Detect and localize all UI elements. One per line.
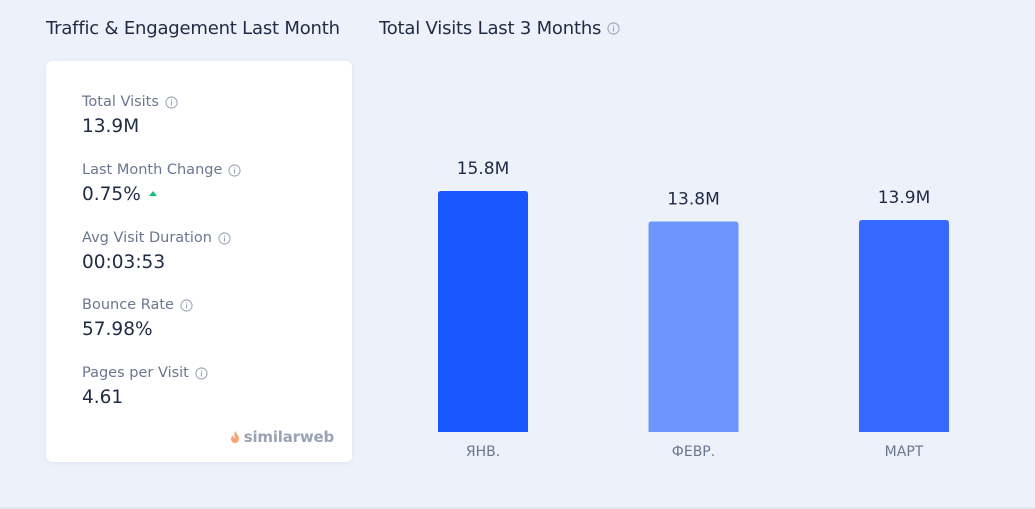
x-tick-label: ФЕВР. (672, 444, 715, 460)
visits-title-text: Total Visits Last 3 Months (379, 18, 602, 39)
metric-value-total-visits: 13.9M (82, 116, 178, 137)
info-icon[interactable] (165, 95, 178, 109)
info-icon[interactable] (180, 298, 193, 312)
x-tick-label: МАРТ (885, 444, 924, 460)
bar-1[interactable] (438, 191, 528, 432)
metric-label-last-month-change: Last Month Change (82, 162, 241, 178)
metric-pages-per-visit: Pages per Visit 4.61 (82, 365, 208, 408)
trend-up-icon (148, 191, 157, 196)
metric-value-last-month-change: 0.75% (82, 184, 241, 205)
engagement-title-text: Traffic & Engagement Last Month (46, 18, 340, 39)
info-icon[interactable] (228, 163, 241, 177)
metric-label-text: Last Month Change (82, 162, 223, 178)
info-icon[interactable] (218, 231, 231, 245)
metric-avg-visit-duration: Avg Visit Duration 00:03:53 (82, 230, 231, 273)
metric-value-text: 00:03:53 (82, 252, 166, 273)
metric-label-text: Bounce Rate (82, 297, 174, 313)
metric-value-bounce-rate: 57.98% (82, 319, 193, 340)
bottom-divider (0, 507, 1035, 509)
visits-bar-chart: 15.8M ЯНВ. 13.8M ФЕВР. 13.9M МАРТ (438, 159, 949, 460)
x-tick-label: ЯНВ. (466, 444, 500, 460)
metric-total-visits: Total Visits 13.9M (82, 94, 178, 137)
metric-value-text: 57.98% (82, 319, 153, 340)
metric-label-text: Pages per Visit (82, 365, 189, 381)
bar-value-label: 13.9M (878, 188, 931, 208)
engagement-title: Traffic & Engagement Last Month (46, 18, 340, 39)
bar-value-label: 15.8M (457, 159, 510, 179)
brand-text: similarweb (243, 428, 334, 446)
metric-label-pages-per-visit: Pages per Visit (82, 365, 208, 381)
metric-label-text: Total Visits (82, 94, 159, 110)
bar-value-label: 13.8M (667, 190, 720, 210)
info-icon[interactable] (195, 366, 208, 380)
metric-label-text: Avg Visit Duration (82, 230, 212, 246)
metric-value-text: 13.9M (82, 116, 140, 137)
metric-value-pages-per-visit: 4.61 (82, 387, 208, 408)
metric-value-avg-visit-duration: 00:03:53 (82, 252, 231, 273)
metric-label-avg-visit-duration: Avg Visit Duration (82, 230, 231, 246)
similarweb-logo: similarweb (229, 428, 334, 446)
metric-label-bounce-rate: Bounce Rate (82, 297, 193, 313)
info-icon[interactable] (607, 22, 620, 35)
metric-value-text: 0.75% (82, 184, 141, 205)
engagement-card: Total Visits 13.9M Last Month Change 0.7… (46, 61, 352, 462)
visits-title: Total Visits Last 3 Months (379, 18, 620, 39)
metric-label-total-visits: Total Visits (82, 94, 178, 110)
metric-last-month-change: Last Month Change 0.75% (82, 162, 241, 205)
bar-3[interactable] (859, 219, 949, 432)
bar-2[interactable] (648, 221, 739, 432)
similarweb-flame-icon (230, 431, 239, 443)
metric-bounce-rate: Bounce Rate 57.98% (82, 297, 193, 340)
metric-value-text: 4.61 (82, 387, 124, 408)
